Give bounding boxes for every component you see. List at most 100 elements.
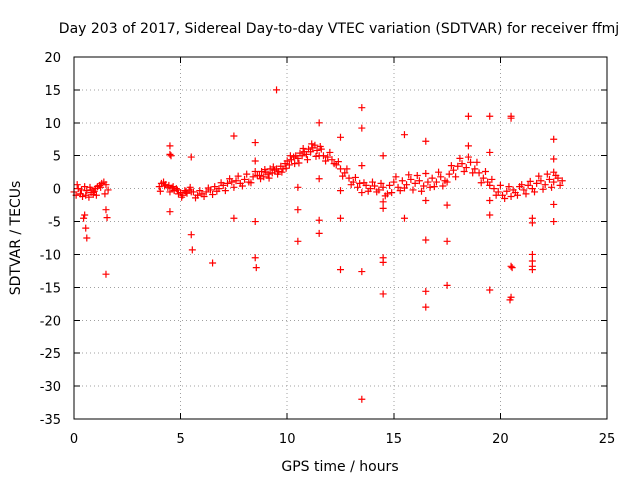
data-point [347, 181, 355, 189]
data-point [161, 182, 169, 190]
data-point [528, 266, 536, 274]
data-point [526, 177, 534, 185]
data-point [379, 198, 387, 206]
data-point [486, 196, 494, 204]
data-point [217, 179, 225, 187]
y-tick-label: -20 [40, 314, 61, 329]
data-point [358, 395, 366, 403]
data-point [166, 150, 174, 158]
data-point [454, 162, 462, 170]
data-point [243, 170, 251, 178]
data-point [82, 224, 90, 232]
data-point [92, 191, 100, 199]
data-point [104, 186, 112, 194]
data-point [445, 170, 453, 178]
data-point [283, 157, 291, 165]
data-point [326, 148, 334, 156]
data-point [486, 148, 494, 156]
y-tick-label: -15 [40, 281, 61, 296]
data-point [556, 181, 564, 189]
plot-border [73, 56, 608, 420]
x-tick-label: 15 [386, 432, 403, 447]
data-point [286, 152, 294, 160]
data-point [313, 146, 321, 154]
data-point [358, 162, 366, 170]
data-point [464, 112, 472, 120]
data-point [79, 193, 87, 201]
data-point [102, 270, 110, 278]
data-point [548, 183, 556, 191]
data-point [337, 165, 344, 173]
data-point [422, 236, 430, 244]
data-point [492, 191, 500, 199]
data-point [315, 229, 323, 237]
x-tick-label: 0 [70, 432, 78, 447]
data-point [449, 166, 457, 174]
data-point [386, 181, 394, 189]
y-tick-label: -25 [40, 347, 61, 362]
data-point [467, 158, 475, 166]
data-point [358, 189, 366, 197]
x-tick-label: 20 [492, 432, 509, 447]
data-point [464, 153, 472, 161]
data-point [345, 174, 353, 182]
data-point [337, 266, 344, 274]
data-point [247, 179, 255, 187]
data-point [428, 174, 436, 182]
data-point [291, 160, 299, 168]
data-point [188, 246, 196, 254]
data-point [360, 179, 368, 187]
data-point [226, 175, 234, 183]
data-point [518, 181, 526, 189]
data-point [379, 152, 387, 160]
data-point [507, 262, 515, 270]
data-point [241, 175, 249, 183]
data-point [379, 258, 387, 266]
data-point [182, 188, 190, 196]
data-point [178, 193, 186, 201]
data-points [70, 86, 566, 403]
data-point [430, 183, 438, 191]
data-point [202, 188, 210, 196]
data-point [488, 175, 496, 183]
data-point [550, 155, 558, 163]
x-tick-label: 10 [279, 432, 296, 447]
data-point [537, 177, 545, 185]
data-point [196, 187, 204, 195]
data-point [528, 219, 536, 227]
data-point [324, 153, 332, 161]
data-point [388, 189, 396, 197]
data-point [379, 183, 387, 191]
data-point [513, 191, 521, 199]
data-point [298, 152, 306, 160]
y-tick-label: -30 [40, 380, 61, 395]
data-point [330, 160, 338, 168]
data-point [390, 178, 398, 186]
data-point [447, 162, 455, 170]
data-point [173, 186, 181, 194]
chart-title: Day 203 of 2017, Sidereal Day-to-day VTE… [59, 21, 619, 37]
data-point [302, 150, 310, 158]
y-tick-label: -10 [40, 248, 61, 263]
data-point [460, 168, 468, 176]
data-point [234, 172, 242, 180]
data-point [308, 140, 316, 148]
data-point [328, 156, 336, 164]
x-tick-label: 25 [599, 432, 616, 447]
data-point [411, 179, 419, 187]
data-point [166, 208, 174, 216]
data-point [337, 133, 344, 141]
data-point [251, 218, 259, 226]
data-point [103, 214, 111, 222]
data-point [285, 161, 293, 169]
data-point [102, 181, 110, 189]
data-point [531, 188, 539, 196]
data-point [282, 164, 290, 172]
data-point [257, 175, 265, 183]
y-tick-label: 0 [53, 183, 61, 198]
data-point [486, 181, 494, 189]
data-point [354, 183, 362, 191]
data-point [315, 216, 323, 224]
data-point [230, 183, 238, 191]
